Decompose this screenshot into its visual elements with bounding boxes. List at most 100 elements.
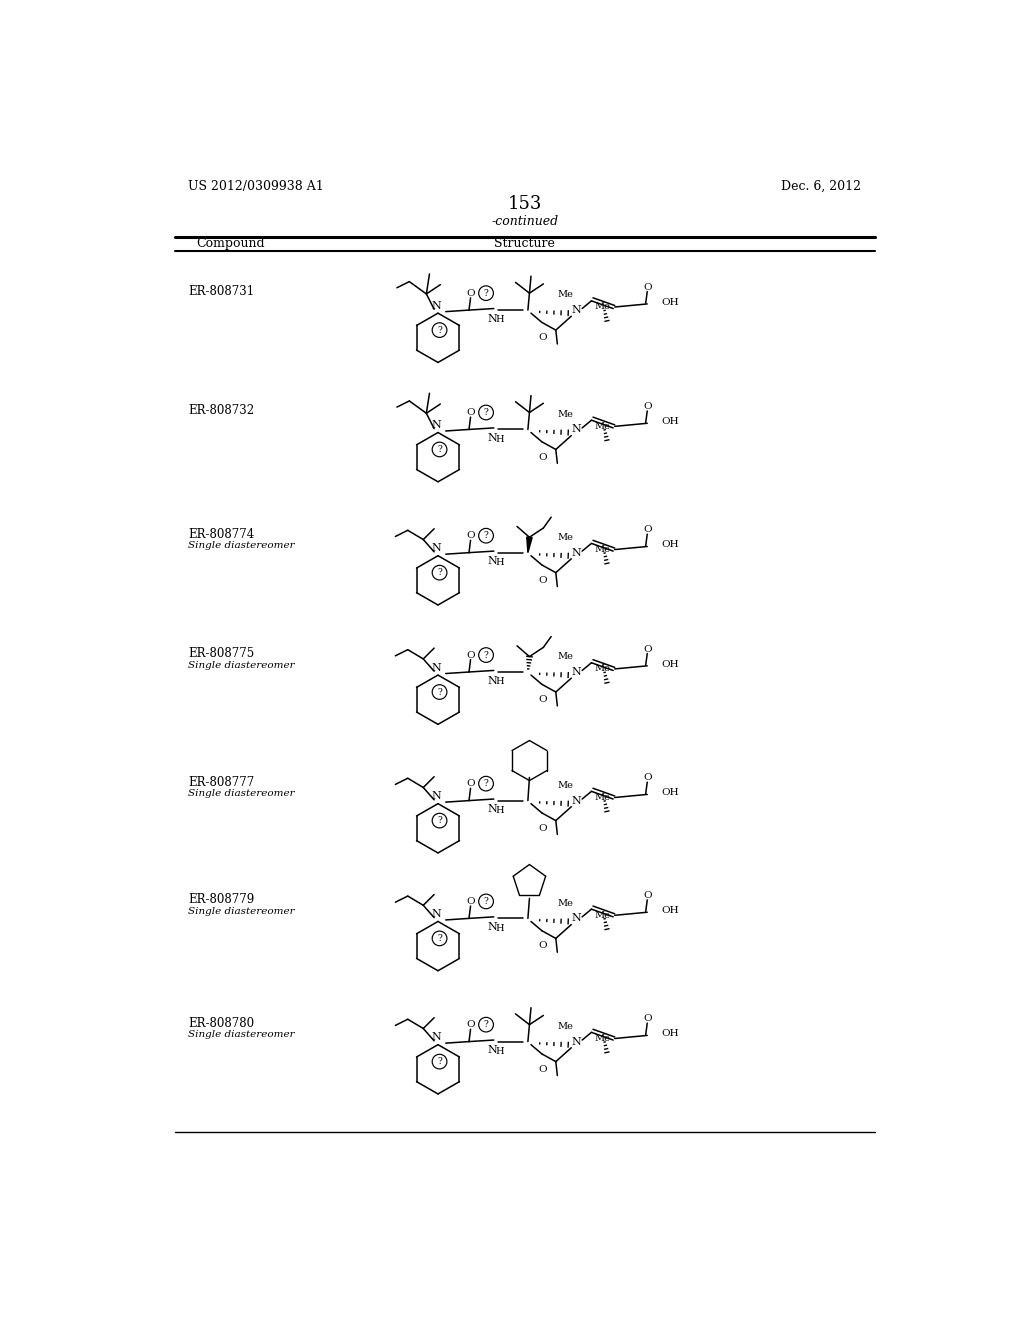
Text: ?: ? <box>437 1057 442 1067</box>
Text: OH: OH <box>662 660 679 669</box>
Text: O: O <box>643 644 651 653</box>
Text: N: N <box>431 420 441 430</box>
Text: ?: ? <box>437 445 442 454</box>
Text: Me: Me <box>594 1034 610 1043</box>
Text: Me: Me <box>557 290 573 300</box>
Text: N: N <box>571 1036 582 1047</box>
Text: O: O <box>539 824 547 833</box>
Text: O: O <box>539 941 547 950</box>
Text: Compound: Compound <box>197 238 265 251</box>
Text: ?: ? <box>437 935 442 942</box>
Text: Single diastereomer: Single diastereomer <box>188 907 295 916</box>
Text: O: O <box>466 898 475 906</box>
Text: O: O <box>539 453 547 462</box>
Text: ER-808732: ER-808732 <box>188 404 255 417</box>
Text: N: N <box>431 544 441 553</box>
Text: O: O <box>539 1065 547 1073</box>
Text: H: H <box>496 1047 504 1056</box>
Text: H: H <box>496 434 504 444</box>
Text: H: H <box>496 558 504 568</box>
Text: OH: OH <box>662 788 679 797</box>
Text: N: N <box>487 433 497 444</box>
Text: ?: ? <box>483 1020 488 1030</box>
Text: N: N <box>571 667 582 677</box>
Text: ER-808774: ER-808774 <box>188 528 255 541</box>
Text: ?: ? <box>483 531 488 540</box>
Text: OH: OH <box>662 298 679 306</box>
Text: ER-808731: ER-808731 <box>188 285 255 298</box>
Text: Single diastereomer: Single diastereomer <box>188 1030 295 1039</box>
Text: Me: Me <box>557 899 573 908</box>
Text: Me: Me <box>557 652 573 661</box>
Text: O: O <box>539 696 547 704</box>
Text: N: N <box>431 909 441 919</box>
Text: Me: Me <box>594 302 610 312</box>
Text: N: N <box>571 305 582 315</box>
Text: O: O <box>466 1020 475 1030</box>
Text: OH: OH <box>662 417 679 426</box>
Text: Single diastereomer: Single diastereomer <box>188 541 295 550</box>
Text: Me: Me <box>557 409 573 418</box>
Text: ER-808780: ER-808780 <box>188 1016 255 1030</box>
Text: N: N <box>487 1045 497 1056</box>
Text: Dec. 6, 2012: Dec. 6, 2012 <box>781 180 861 193</box>
Text: 153: 153 <box>508 195 542 214</box>
Text: N: N <box>487 676 497 686</box>
Text: H: H <box>496 677 504 686</box>
Text: ?: ? <box>483 289 488 297</box>
Text: ?: ? <box>483 898 488 906</box>
Text: US 2012/0309938 A1: US 2012/0309938 A1 <box>188 180 325 193</box>
Text: ER-808775: ER-808775 <box>188 647 255 660</box>
Text: N: N <box>431 792 441 801</box>
Text: H: H <box>496 315 504 325</box>
Text: N: N <box>571 796 582 805</box>
Text: Me: Me <box>557 781 573 789</box>
Text: ?: ? <box>437 688 442 697</box>
Text: N: N <box>487 804 497 814</box>
Text: Me: Me <box>594 664 610 673</box>
Polygon shape <box>526 537 532 553</box>
Text: Me: Me <box>594 793 610 801</box>
Text: O: O <box>643 282 651 292</box>
Text: O: O <box>539 333 547 342</box>
Text: Me: Me <box>594 911 610 920</box>
Text: ?: ? <box>437 816 442 825</box>
Text: O: O <box>466 651 475 660</box>
Text: OH: OH <box>662 1030 679 1039</box>
Text: Single diastereomer: Single diastereomer <box>188 660 295 669</box>
Text: ?: ? <box>483 408 488 417</box>
Text: N: N <box>487 314 497 323</box>
Text: O: O <box>643 891 651 900</box>
Text: ER-808777: ER-808777 <box>188 776 255 788</box>
Text: ?: ? <box>437 326 442 334</box>
Text: ?: ? <box>483 651 488 660</box>
Text: N: N <box>571 425 582 434</box>
Text: O: O <box>466 289 475 298</box>
Text: N: N <box>571 913 582 924</box>
Text: OH: OH <box>662 907 679 915</box>
Text: N: N <box>431 301 441 312</box>
Text: ER-808779: ER-808779 <box>188 894 255 907</box>
Text: O: O <box>643 525 651 535</box>
Text: O: O <box>643 1014 651 1023</box>
Text: N: N <box>487 923 497 932</box>
Text: O: O <box>466 408 475 417</box>
Text: H: H <box>496 924 504 933</box>
Text: N: N <box>487 557 497 566</box>
Text: H: H <box>496 807 504 814</box>
Text: N: N <box>431 663 441 673</box>
Text: N: N <box>431 1032 441 1043</box>
Text: O: O <box>539 576 547 585</box>
Text: Me: Me <box>594 545 610 554</box>
Text: Me: Me <box>557 533 573 543</box>
Text: ?: ? <box>483 779 488 788</box>
Text: O: O <box>466 779 475 788</box>
Text: Me: Me <box>557 1022 573 1031</box>
Text: OH: OH <box>662 540 679 549</box>
Text: -continued: -continued <box>492 215 558 228</box>
Text: Structure: Structure <box>495 238 555 251</box>
Text: ?: ? <box>437 568 442 577</box>
Text: Single diastereomer: Single diastereomer <box>188 789 295 799</box>
Text: O: O <box>643 774 651 781</box>
Text: O: O <box>643 403 651 411</box>
